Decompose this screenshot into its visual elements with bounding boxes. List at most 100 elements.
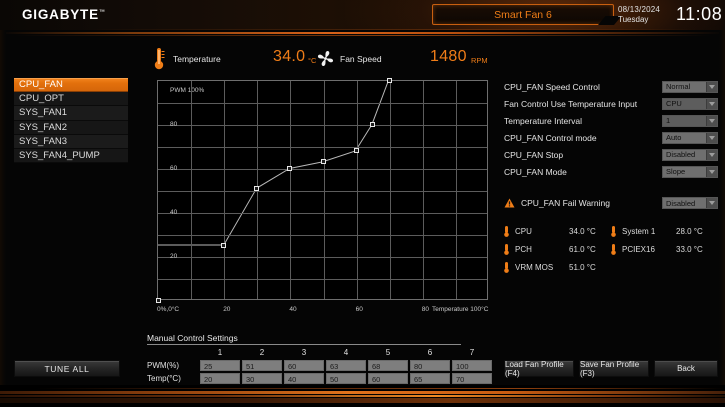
table-cell[interactable]: 100 (452, 360, 492, 371)
fail-warning-row[interactable]: CPU_FAN Fail Warning Disabled (504, 196, 718, 210)
table-cell[interactable]: 40 (284, 373, 324, 384)
thermometer-icon (504, 225, 509, 237)
table-cell[interactable]: 65 (410, 373, 450, 384)
chevron-down-icon[interactable] (706, 166, 717, 177)
y-axis-tick-label: 20 (170, 253, 178, 260)
setting-dropdown[interactable]: Auto (662, 131, 718, 144)
curve-point[interactable] (254, 185, 260, 191)
date-text: 08/13/2024 (618, 5, 661, 14)
curve-point[interactable] (221, 243, 227, 248)
sensor-value: 34.0 °C (569, 226, 596, 236)
thermometer-icon (154, 48, 165, 70)
curve-point[interactable] (370, 122, 376, 127)
curve-point[interactable] (353, 148, 359, 154)
back-button[interactable]: Back (654, 360, 718, 377)
datetime-display: 08/13/2024 Tuesday 11:08 (618, 4, 723, 27)
sidebar-item-cpu_opt[interactable]: CPU_OPT (14, 92, 128, 107)
chevron-down-icon[interactable] (706, 115, 717, 126)
setting-dropdown[interactable]: 1 (662, 114, 718, 127)
sensor-value: 51.0 °C (569, 262, 596, 272)
sidebar-item-label: CPU_FAN (19, 79, 63, 90)
fan-settings-panel[interactable]: CPU_FAN Speed Control Normal Fan Control U… (504, 78, 718, 180)
x-axis-tick-label: 80 (421, 306, 430, 313)
setting-value: Slope (666, 167, 686, 176)
column-header: 2 (259, 348, 265, 357)
table-cell[interactable]: 50 (326, 373, 366, 384)
chart-plot-area[interactable]: PWM 100% 20 40 60 80 (156, 78, 488, 303)
tab-label: Smart Fan 6 (494, 8, 552, 21)
setting-value: CPU (666, 99, 682, 108)
setting-dropdown[interactable]: CPU (662, 97, 718, 110)
row-label: Temp(°C) (147, 374, 181, 383)
readout-bar: Temperature 34.0 °C Fan Speed 1480 RPM (140, 45, 500, 75)
sensor-item: PCH 61.0 °C (504, 240, 611, 258)
chevron-down-icon[interactable] (706, 198, 717, 208)
curve-point[interactable] (386, 78, 392, 83)
sensor-value: 61.0 °C (569, 244, 596, 254)
setting-label: CPU_FAN Speed Control (504, 81, 600, 92)
table-cell[interactable]: 51 (242, 360, 282, 371)
gridline-horizontal (158, 103, 487, 104)
y-axis-tick-label: 80 (170, 121, 178, 128)
sensor-name: VRM MOS (515, 262, 554, 272)
fan-selector-list[interactable]: CPU_FAN CPU_OPT SYS_FAN1 SYS_FAN2 SYS_FAN3 SY… (14, 78, 128, 164)
y-axis-tick-label: 40 (170, 209, 178, 216)
sensor-item: System 1 28.0 °C (611, 222, 718, 240)
table-cell[interactable]: 70 (452, 373, 492, 384)
sidebar-item-sys_fan1[interactable]: SYS_FAN1 (14, 106, 128, 121)
curve-origin-point (156, 298, 161, 303)
table-cell[interactable]: 60 (368, 373, 408, 384)
curve-point[interactable] (320, 159, 326, 165)
chevron-down-icon[interactable] (706, 81, 717, 92)
setting-dropdown[interactable]: Disabled (662, 148, 718, 161)
setting-row: Temperature Interval 1 (504, 112, 718, 129)
table-cell[interactable]: 20 (200, 373, 240, 384)
chevron-down-icon[interactable] (706, 98, 717, 109)
table-cell[interactable]: 68 (368, 360, 408, 371)
table-cell[interactable]: 63 (326, 360, 366, 371)
save-fan-profile-button[interactable]: Save Fan Profile (F3) (579, 360, 649, 378)
tab-smart-fan-6[interactable]: Smart Fan 6 (432, 4, 614, 25)
setting-dropdown[interactable]: Slope (662, 165, 718, 178)
gridline-vertical (191, 81, 193, 299)
sidebar-item-label: SYS_FAN3 (19, 135, 68, 147)
sidebar-item-sys_fan2[interactable]: SYS_FAN2 (14, 120, 128, 135)
sidebar-item-label: CPU_OPT (19, 93, 64, 105)
chevron-down-icon[interactable] (706, 132, 717, 143)
table-row: Temp(°C) 20 30 40 50 60 65 70 (147, 373, 492, 384)
curve-point[interactable] (287, 166, 293, 171)
sidebar-item-sys_fan4_pump[interactable]: SYS_FAN4_PUMP (14, 148, 128, 164)
chevron-down-icon[interactable] (706, 149, 717, 160)
setting-dropdown[interactable]: Normal (662, 80, 718, 93)
manual-control-grid[interactable]: 1 2 3 4 5 6 7 PWM(%) 25 51 60 63 68 80 100 Temp(°C) 20 30… (147, 347, 492, 384)
y-axis-title: PWM 100% (170, 87, 205, 94)
sensor-value: 28.0 °C (676, 226, 703, 236)
gridline-horizontal (158, 235, 487, 236)
fanspeed-value: 1480 (430, 48, 467, 65)
setting-label: Fan Control Use Temperature Input (504, 98, 638, 109)
gridline-vertical (422, 81, 424, 299)
sensor-item: CPU 34.0 °C (504, 222, 611, 240)
sidebar-item-sys_fan3[interactable]: SYS_FAN3 (14, 134, 128, 149)
load-fan-profile-label: Load Fan Profile (F4) (505, 359, 564, 378)
column-header: 3 (301, 348, 307, 357)
table-cell[interactable]: 80 (410, 360, 450, 371)
tune-all-button[interactable]: TUNE ALL (14, 360, 120, 377)
sensor-name: System 1 (622, 226, 656, 236)
fan-curve-chart[interactable]: PWM 100% 20 40 60 80 0%,0°C 20 40 60 80 Temperat… (147, 78, 492, 314)
table-cell[interactable]: 25 (200, 360, 240, 371)
load-fan-profile-button[interactable]: Load Fan Profile (F4) (504, 359, 574, 378)
table-cell[interactable]: 30 (242, 373, 282, 384)
sensor-name: CPU (515, 226, 532, 236)
column-header: 7 (469, 348, 475, 357)
x-axis-tick-label: Temperature 100°C (432, 306, 489, 313)
thermometer-icon (611, 243, 616, 255)
gridline-vertical (389, 81, 391, 299)
fail-warning-dropdown[interactable]: Disabled (662, 197, 718, 209)
setting-row: CPU_FAN Stop Disabled (504, 146, 718, 163)
sidebar-item-cpu_fan[interactable]: CPU_FAN (14, 78, 128, 93)
table-cell[interactable]: 60 (284, 360, 324, 371)
column-header: 5 (385, 348, 391, 357)
fail-warning-label: CPU_FAN Fail Warning (521, 198, 610, 208)
